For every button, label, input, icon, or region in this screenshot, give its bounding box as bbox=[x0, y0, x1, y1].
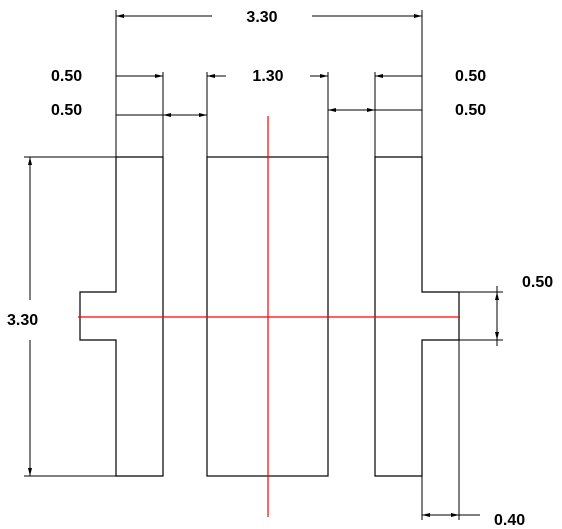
left-pad bbox=[79, 156, 164, 477]
left-gap-label: 0.50 bbox=[51, 102, 82, 119]
overall-height-label: 3.30 bbox=[7, 312, 38, 329]
center-pad-width-label: 1.30 bbox=[252, 68, 283, 85]
tab-extension-dimension: 0.40 bbox=[421, 340, 525, 529]
right-gap-label: 0.50 bbox=[455, 102, 486, 119]
tab-height-label: 0.50 bbox=[522, 274, 553, 291]
overall-height-dimension: 3.30 bbox=[7, 156, 116, 477]
left-pad-width-label: 0.50 bbox=[51, 68, 82, 85]
gap-dimensions: 0.50 0.50 bbox=[51, 102, 486, 119]
overall-width-label: 3.30 bbox=[246, 9, 277, 26]
right-pad-width-label: 0.50 bbox=[455, 68, 486, 85]
tab-height-dimension: 0.50 bbox=[459, 274, 553, 346]
tab-extension-label: 0.40 bbox=[494, 512, 525, 529]
overall-width-dimension: 3.30 bbox=[115, 9, 423, 157]
